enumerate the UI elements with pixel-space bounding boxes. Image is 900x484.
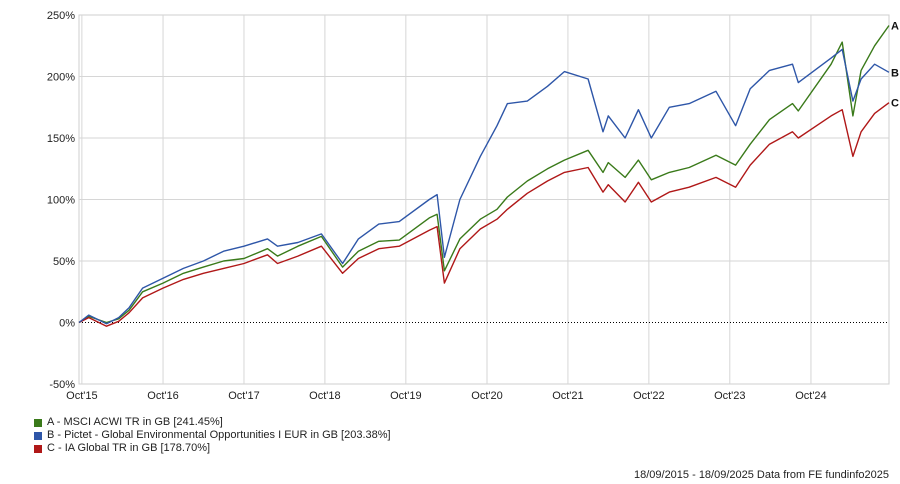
series-lines <box>78 25 890 327</box>
y-tick-label: 50% <box>53 256 75 268</box>
axis-labels: -50% 0% 50% 100% 150% 200% 250% Oct'15 Oct'16 Oct… <box>47 10 827 402</box>
y-tick-label: 200% <box>47 72 75 84</box>
series-end-label-b: B <box>891 67 899 79</box>
legend-swatch-a <box>34 418 42 427</box>
legend-label-c: C - IA Global TR in GB [178.70%] <box>47 442 211 454</box>
legend-swatch-c <box>34 444 42 453</box>
y-tick-label: 0% <box>59 318 75 330</box>
x-tick-label: Oct'22 <box>633 390 664 402</box>
legend-swatch-b <box>34 431 42 440</box>
x-tick-label: Oct'24 <box>795 390 826 402</box>
legend-item-a: A - MSCI ACWI TR in GB [241.45%] <box>34 416 391 429</box>
series-end-label-c: C <box>891 98 899 110</box>
series-end-label-a: A <box>891 21 899 33</box>
legend-label-a: A - MSCI ACWI TR in GB [241.45%] <box>47 416 223 428</box>
x-tick-label: Oct'16 <box>147 390 178 402</box>
legend: A - MSCI ACWI TR in GB [241.45%] B - Pic… <box>34 416 391 455</box>
series-line-c <box>78 102 890 327</box>
x-tick-label: Oct'17 <box>228 390 259 402</box>
legend-item-b: B - Pictet - Global Environmental Opport… <box>34 429 391 442</box>
x-tick-label: Oct'21 <box>552 390 583 402</box>
y-tick-label: -50% <box>49 379 75 391</box>
x-tick-label: Oct'18 <box>309 390 340 402</box>
series-line-b <box>78 48 890 325</box>
x-tick-label: Oct'23 <box>714 390 745 402</box>
x-tick-label: Oct'20 <box>471 390 502 402</box>
y-tick-label: 150% <box>47 133 75 145</box>
y-tick-label: 100% <box>47 195 75 207</box>
series-end-labels: A C B <box>891 21 899 110</box>
data-source-footer: 18/09/2015 - 18/09/2025 Data from FE fun… <box>633 469 889 481</box>
legend-item-c: C - IA Global TR in GB [178.70%] <box>34 442 391 455</box>
y-tick-label: 250% <box>47 10 75 22</box>
x-tick-label: Oct'19 <box>390 390 421 402</box>
legend-label-b: B - Pictet - Global Environmental Opport… <box>47 429 391 441</box>
x-tick-label: Oct'15 <box>66 390 97 402</box>
series-line-a <box>78 25 890 324</box>
